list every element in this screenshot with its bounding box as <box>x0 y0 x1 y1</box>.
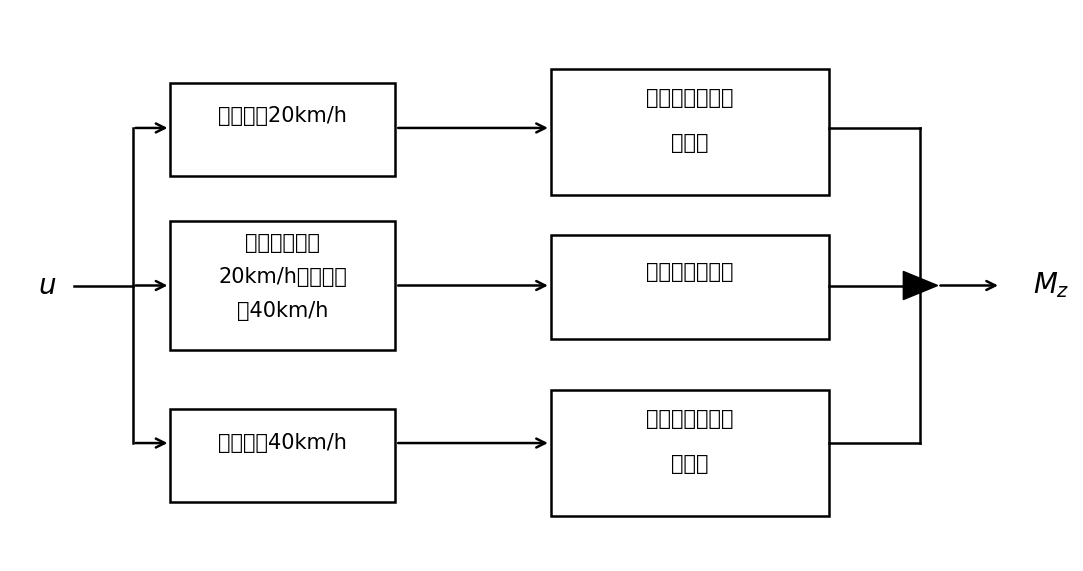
Bar <box>551 69 830 195</box>
Text: $M_z$: $M_z$ <box>1033 271 1070 300</box>
Bar <box>551 235 830 339</box>
Text: 速度大于等于: 速度大于等于 <box>246 233 321 253</box>
Bar <box>170 221 395 350</box>
Bar <box>551 389 830 516</box>
Text: 于40km/h: 于40km/h <box>237 301 328 321</box>
Text: 控制器: 控制器 <box>671 134 708 154</box>
Text: 联合滑模控制器: 联合滑模控制器 <box>647 263 734 283</box>
Text: $u$: $u$ <box>38 271 56 300</box>
Text: 速度小于20km/h: 速度小于20km/h <box>219 106 348 126</box>
Text: 控制器: 控制器 <box>671 454 708 474</box>
Bar <box>170 83 395 176</box>
Text: 横摆角速度滑模: 横摆角速度滑模 <box>647 409 734 429</box>
Text: 质心偏转角滑模: 质心偏转角滑模 <box>647 89 734 108</box>
Text: 速度大于40km/h: 速度大于40km/h <box>219 433 348 453</box>
Polygon shape <box>903 271 938 300</box>
Bar <box>170 409 395 502</box>
Text: 20km/h且小于等: 20km/h且小于等 <box>219 267 348 287</box>
